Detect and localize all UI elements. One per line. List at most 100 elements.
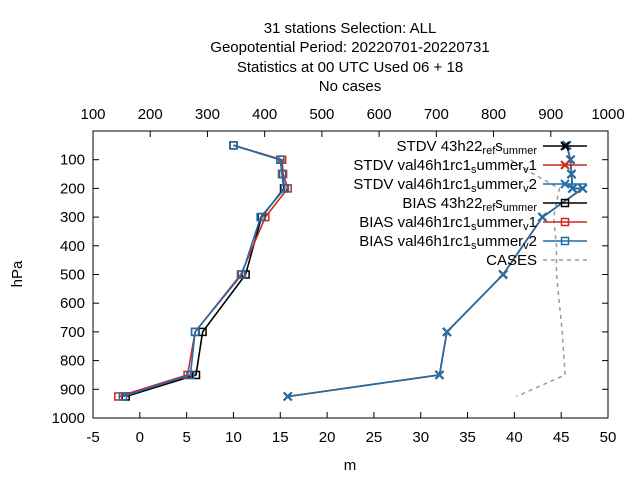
x2-tick-label: 700 bbox=[424, 106, 449, 123]
legend-label-part: ummer bbox=[503, 145, 538, 157]
legend-marker bbox=[560, 217, 570, 227]
title-line: No cases bbox=[319, 78, 382, 95]
x-tick-label: 45 bbox=[553, 429, 570, 446]
y-axis: 100 200 300 400 500 600 700 800 900 1000 bbox=[52, 152, 608, 427]
x2-tick-label: 900 bbox=[538, 106, 563, 123]
x2-tick-label: 100 bbox=[80, 106, 105, 123]
x-axis-label: m bbox=[344, 457, 357, 474]
legend-label-part: v bbox=[523, 221, 529, 233]
data-point bbox=[498, 269, 508, 280]
x-tick-label: 0 bbox=[136, 429, 144, 446]
legend-label-part: s bbox=[495, 138, 503, 155]
x-tick-label: 15 bbox=[272, 429, 289, 446]
legend-label: BIAS val46h1rc1summerv1 bbox=[359, 214, 537, 233]
legend-marker bbox=[560, 179, 570, 189]
legend-label-main: CASES bbox=[486, 252, 537, 269]
legend-label-main: STDV val46h1rc1 bbox=[353, 176, 471, 193]
legend-label: CASES bbox=[486, 252, 537, 269]
legend-label-part: ref bbox=[482, 202, 496, 214]
x-tick-label: -5 bbox=[86, 429, 99, 446]
x2-tick-label: 600 bbox=[367, 106, 392, 123]
y-tick-label: 700 bbox=[60, 324, 85, 341]
x2-tick-label: 400 bbox=[252, 106, 277, 123]
y-tick-label: 500 bbox=[60, 267, 85, 284]
series-4 bbox=[114, 141, 293, 401]
x-tick-label: 40 bbox=[506, 429, 523, 446]
legend-marker bbox=[560, 160, 570, 170]
data-point bbox=[256, 212, 265, 222]
legend-label-part: s bbox=[471, 183, 477, 195]
legend-marker bbox=[560, 236, 570, 246]
legend-label-part: ummer bbox=[476, 214, 523, 231]
legend-marker bbox=[560, 198, 570, 208]
y-axis-label: hPa bbox=[9, 260, 26, 287]
y-tick-label: 600 bbox=[60, 295, 85, 312]
x-tick-label: 5 bbox=[182, 429, 190, 446]
data-point bbox=[186, 370, 195, 380]
x-axis: -5 0 5 10 15 20 25 30 35 40 45 50 bbox=[86, 412, 616, 446]
data-point bbox=[190, 327, 200, 337]
y-tick-label: 800 bbox=[60, 353, 85, 370]
legend-label-part: s bbox=[471, 240, 477, 252]
data-point bbox=[280, 184, 290, 193]
legend-label-part: 1 bbox=[529, 157, 537, 174]
legend-label-part: 1 bbox=[529, 214, 537, 231]
legend-label-part: ummer bbox=[476, 176, 523, 193]
data-point bbox=[191, 370, 201, 380]
legend-label-part: s bbox=[471, 221, 477, 233]
legend-label-part: 2 bbox=[529, 233, 537, 250]
series-line bbox=[118, 144, 289, 398]
legend-label-part: ummer bbox=[476, 233, 523, 250]
legend-label-part: v bbox=[523, 164, 529, 176]
legend-label-main: BIAS 43h22 bbox=[402, 195, 482, 212]
x2-tick-label: 500 bbox=[309, 106, 334, 123]
legend-label-part: ref bbox=[482, 145, 496, 157]
data-point bbox=[567, 183, 578, 194]
x-tick-label: 30 bbox=[412, 429, 429, 446]
legend-label-main: BIAS val46h1rc1 bbox=[359, 233, 471, 250]
data-point bbox=[114, 392, 123, 401]
x-tick-label: 10 bbox=[225, 429, 242, 446]
legend-label: BIAS 43h22refsummer bbox=[402, 195, 537, 214]
x2-tick-label: 200 bbox=[138, 106, 163, 123]
x2-tick-label: 1000 bbox=[591, 106, 624, 123]
legend-label-part: v bbox=[523, 183, 529, 195]
x2-tick-label: 800 bbox=[481, 106, 506, 123]
y-tick-label: 400 bbox=[60, 238, 85, 255]
title-line: 31 stations Selection: ALL bbox=[264, 20, 437, 37]
legend-label-part: s bbox=[471, 164, 477, 176]
x2-axis: 100 200 300 400 500 600 700 800 900 1000 bbox=[80, 106, 625, 137]
chart-title: 31 stations Selection: ALL Geopotential … bbox=[210, 20, 489, 95]
legend-label-part: s bbox=[495, 195, 503, 212]
title-line: Statistics at 00 UTC Used 06 + 18 bbox=[237, 59, 463, 76]
data-point bbox=[261, 212, 270, 222]
legend-label: STDV 43h22refsummer bbox=[397, 138, 538, 157]
y-tick-label: 1000 bbox=[52, 410, 85, 427]
data-point bbox=[237, 270, 247, 279]
x-tick-label: 35 bbox=[459, 429, 476, 446]
legend-label-main: BIAS val46h1rc1 bbox=[359, 214, 471, 231]
data-point bbox=[277, 169, 287, 179]
legend-label-part: ummer bbox=[476, 157, 523, 174]
series-6 bbox=[510, 159, 566, 398]
legend-marker bbox=[560, 141, 570, 151]
data-point bbox=[566, 169, 577, 179]
data-point bbox=[283, 391, 293, 402]
data-point bbox=[434, 370, 445, 380]
data-point bbox=[276, 155, 285, 164]
series-group bbox=[114, 140, 588, 402]
data-point bbox=[229, 141, 238, 150]
legend-label-main: STDV 43h22 bbox=[397, 138, 483, 155]
y-tick-label: 100 bbox=[60, 152, 85, 169]
series-line bbox=[125, 144, 285, 398]
legend-label-part: v bbox=[523, 240, 529, 252]
data-point bbox=[442, 327, 452, 337]
y-tick-label: 200 bbox=[60, 180, 85, 197]
series-line bbox=[122, 144, 286, 398]
legend-label-part: ummer bbox=[503, 202, 538, 214]
x-tick-label: 50 bbox=[600, 429, 617, 446]
legend-label: STDV val46h1rc1summerv2 bbox=[353, 176, 537, 195]
series-5 bbox=[118, 141, 290, 401]
